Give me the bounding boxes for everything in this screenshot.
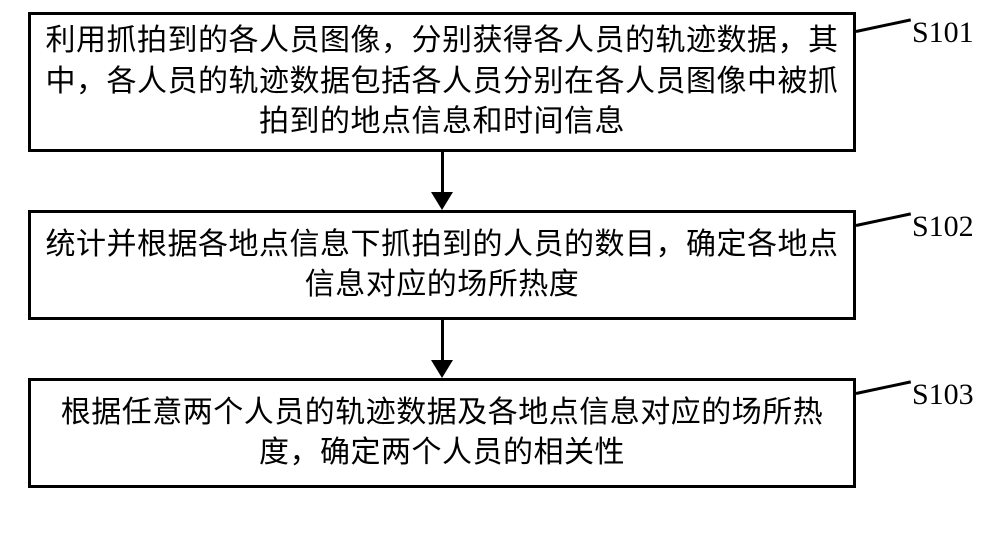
leader-s102 bbox=[856, 212, 911, 227]
leader-s101 bbox=[856, 18, 911, 33]
step-text-s102: 统计并根据各地点信息下抓拍到的人员的数目，确定各地点信息对应的场所热度 bbox=[45, 225, 839, 306]
leader-s103 bbox=[856, 380, 911, 395]
step-label-s101: S101 bbox=[912, 16, 974, 50]
step-text-s101: 利用抓拍到的各人员图像，分别获得各人员的轨迹数据，其中，各人员的轨迹数据包括各人… bbox=[45, 21, 839, 143]
step-label-s103: S103 bbox=[912, 378, 974, 412]
arrow-line-2 bbox=[441, 320, 444, 360]
step-box-s103: 根据任意两个人员的轨迹数据及各地点信息对应的场所热度，确定两个人员的相关性 bbox=[28, 378, 856, 488]
arrow-head-1 bbox=[431, 192, 453, 210]
step-label-s102: S102 bbox=[912, 210, 974, 244]
step-text-s103: 根据任意两个人员的轨迹数据及各地点信息对应的场所热度，确定两个人员的相关性 bbox=[45, 393, 839, 474]
flowchart-container: 利用抓拍到的各人员图像，分别获得各人员的轨迹数据，其中，各人员的轨迹数据包括各人… bbox=[0, 0, 1000, 551]
step-box-s101: 利用抓拍到的各人员图像，分别获得各人员的轨迹数据，其中，各人员的轨迹数据包括各人… bbox=[28, 12, 856, 152]
step-box-s102: 统计并根据各地点信息下抓拍到的人员的数目，确定各地点信息对应的场所热度 bbox=[28, 210, 856, 320]
arrow-line-1 bbox=[441, 152, 444, 192]
arrow-head-2 bbox=[431, 360, 453, 378]
